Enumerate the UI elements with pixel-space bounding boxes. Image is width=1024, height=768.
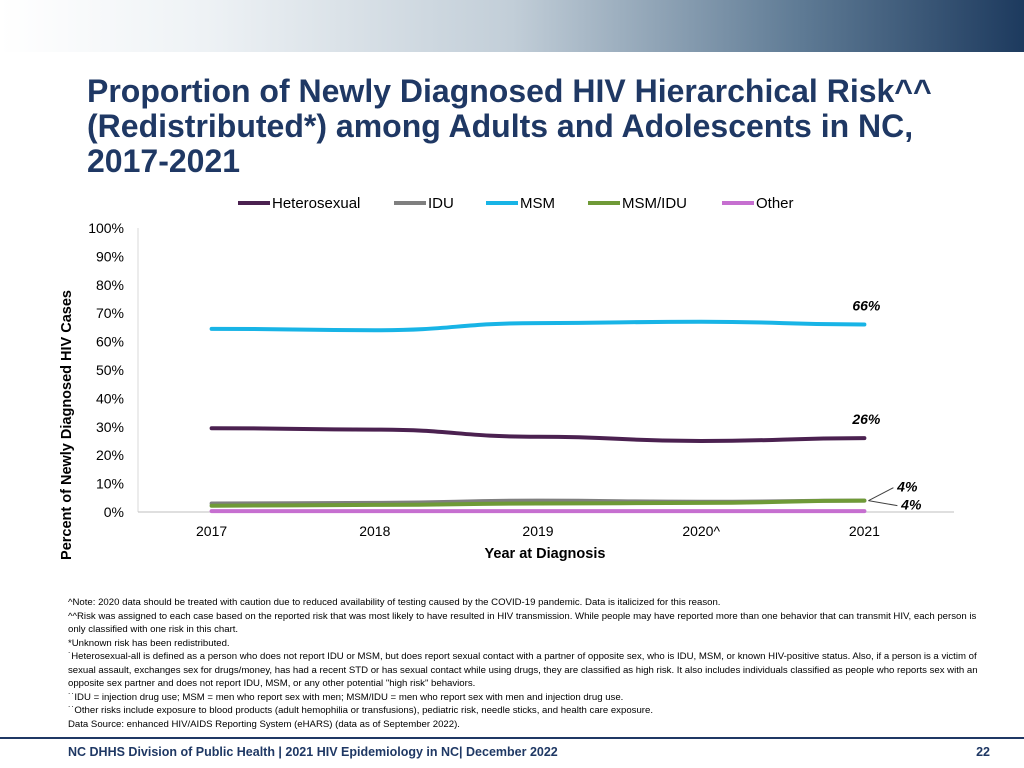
x-tick-label: 2017 [196, 523, 227, 539]
data-label: 66% [852, 298, 881, 314]
data-label: 4% [896, 479, 918, 495]
footer-divider [0, 737, 1024, 739]
series-line-msm-idu [209, 498, 867, 508]
legend-label: IDU [428, 194, 454, 212]
page-number: 22 [976, 745, 990, 759]
y-axis-title: Percent of Newly Diagnosed HIV Cases [59, 290, 75, 560]
series-line-heterosexual [209, 426, 867, 444]
y-tick-label: 10% [96, 476, 124, 492]
footnotes: ^Note: 2020 data should be treated with … [68, 596, 988, 731]
footnote: ˙˙IDU = injection drug use; MSM = men wh… [68, 691, 624, 703]
slide-title: Proportion of Newly Diagnosed HIV Hierar… [87, 73, 932, 179]
series-line-msm [209, 319, 867, 333]
legend-line-heterosexual [238, 201, 270, 205]
x-tick-label: 2018 [359, 523, 390, 539]
legend-item-msm-idu: MSM/IDU [588, 193, 687, 213]
legend-label: Heterosexual [272, 194, 361, 212]
x-tick-label: 2020^ [682, 523, 720, 539]
legend-item-other: Other [722, 193, 794, 213]
y-tick-label: 30% [96, 419, 124, 435]
y-tick-label: 90% [96, 248, 124, 264]
footnote: *Unknown risk has been redistributed. [68, 637, 230, 649]
legend-line-msm-idu [588, 201, 620, 205]
x-axis-title: Year at Diagnosis [485, 546, 606, 562]
data-label: 4% [900, 497, 922, 513]
legend-item-idu: IDU [394, 193, 454, 213]
legend-item-heterosexual: Heterosexual [238, 193, 360, 213]
legend-label: MSM/IDU [622, 194, 687, 212]
x-tick-label: 2019 [522, 523, 553, 539]
legend-line-other [722, 201, 754, 205]
y-tick-label: 100% [88, 220, 124, 236]
footnote: ˙Heterosexual-all is defined as a person… [68, 651, 978, 689]
legend-label: MSM [520, 194, 555, 212]
footer-text: NC DHHS Division of Public Health | 2021… [68, 745, 558, 759]
legend-line-msm [486, 201, 518, 205]
footnote: ˙˙Other risks include exposure to blood … [68, 705, 653, 716]
footnote: Data Source: enhanced HIV/AIDS Reporting… [68, 718, 460, 730]
y-tick-label: 50% [96, 362, 124, 378]
annotation-leader-line [868, 487, 894, 502]
y-tick-label: 0% [104, 504, 124, 520]
legend-item-msm: MSM [486, 193, 555, 213]
legend-line-idu [394, 201, 426, 205]
x-tick-label: 2021 [849, 523, 880, 539]
line-chart: 0% 10% 20% 30% 40% 50% 60% 70% 80% 90% 100% 2017 201… [59, 220, 954, 562]
footnote: ^Note: 2020 data should be treated with … [68, 597, 721, 608]
footnote: ^^Risk was assigned to each case based o… [68, 610, 977, 636]
y-tick-label: 80% [96, 277, 124, 293]
chart-legend: Heterosexual IDU MSM MSM/IDU Other [0, 193, 1024, 213]
y-tick-label: 40% [96, 390, 124, 406]
y-tick-label: 20% [96, 447, 124, 463]
header-gradient-band [0, 0, 1024, 52]
y-tick-label: 70% [96, 305, 124, 321]
annotation-leader-line [868, 500, 898, 507]
y-tick-label: 60% [96, 334, 124, 350]
data-label: 26% [851, 411, 881, 427]
legend-label: Other [756, 194, 794, 212]
